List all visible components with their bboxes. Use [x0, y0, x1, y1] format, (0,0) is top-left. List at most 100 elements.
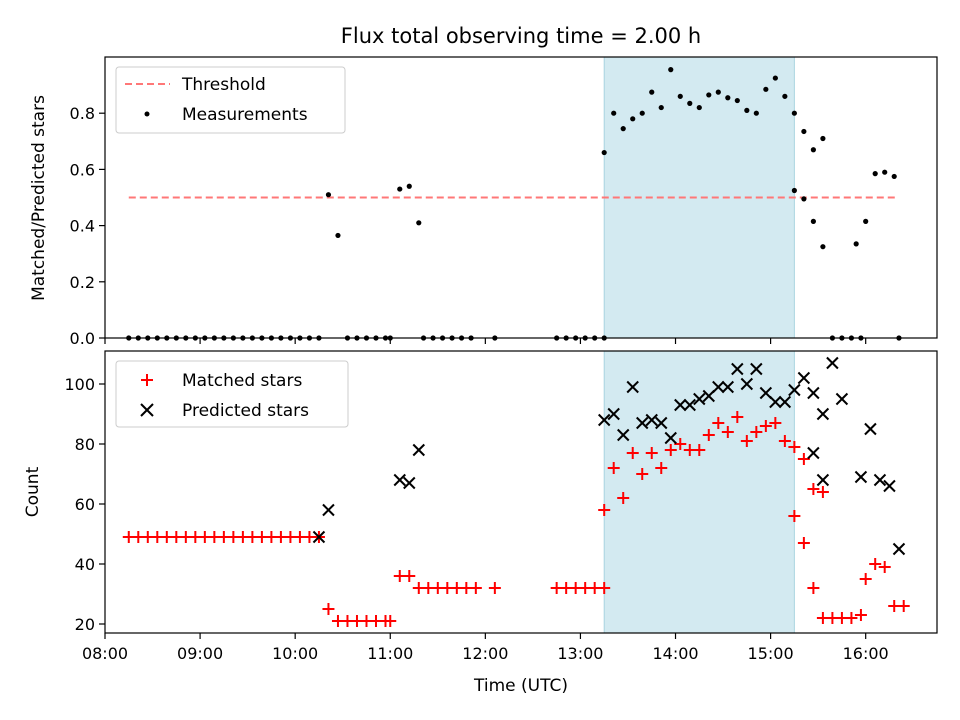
- measurement-point: [810, 218, 816, 224]
- measurement-point: [772, 75, 778, 81]
- predicted-stars-series: [312, 356, 906, 556]
- bottom-legend-frame: [115, 360, 349, 428]
- matched-point: [598, 504, 611, 516]
- bottom-panel: 20 40 60 80 100 08:00 09:00 10:00 11:00 12:00 13:…: [23, 350, 938, 696]
- measurement-point: [416, 220, 422, 226]
- matched-point: [740, 435, 753, 447]
- measurement-point: [891, 173, 897, 180]
- predicted-point: [403, 476, 416, 490]
- predicted-point: [750, 362, 763, 376]
- measurement-point: [639, 110, 645, 116]
- measurements-legend-label: Measurements: [182, 105, 308, 125]
- measurement-point: [620, 126, 626, 132]
- measurement-point: [801, 128, 807, 135]
- matched-point: [384, 615, 397, 627]
- measurement-point: [820, 244, 826, 250]
- chart-title: Flux total observing time = 2.00 h: [341, 24, 701, 48]
- threshold-legend-label: Threshold: [181, 75, 266, 95]
- matched-point: [797, 537, 810, 549]
- matched-stars-series: [122, 411, 910, 627]
- predicted-point: [664, 431, 677, 445]
- matched-point: [769, 417, 782, 429]
- measurement-point: [706, 92, 712, 98]
- top-plot-frame: [104, 56, 938, 339]
- predicted-point: [835, 392, 849, 406]
- matched-point: [816, 486, 829, 498]
- bottom-legend: Matched stars Predicted stars: [115, 360, 349, 428]
- measurement-point: [734, 97, 740, 104]
- x-tick-label: 10:00: [272, 644, 318, 663]
- predicted-point: [883, 479, 896, 493]
- predicted-point: [655, 416, 668, 430]
- predicted-point: [892, 542, 906, 556]
- matched-point: [607, 462, 620, 474]
- predicted-point: [854, 470, 868, 484]
- measurement-point: [791, 110, 797, 116]
- measurements-series: [126, 67, 902, 341]
- predicted-point: [788, 383, 801, 397]
- matched-point: [721, 426, 734, 438]
- predicted-legend-swatch: [140, 403, 154, 417]
- predicted-point: [769, 395, 782, 409]
- predicted-point: [721, 380, 735, 394]
- matched-point: [750, 426, 763, 438]
- matched-point: [598, 582, 611, 594]
- predicted-point: [312, 530, 326, 544]
- measurement-point: [801, 196, 807, 202]
- y-tick-label: 80: [75, 435, 95, 454]
- measurements-legend-swatch: [144, 111, 150, 117]
- measurement-point: [658, 104, 664, 111]
- predicted-point: [617, 428, 630, 442]
- x-tick-label: 08:00: [82, 644, 128, 663]
- matched-point: [655, 462, 668, 474]
- measurement-point: [630, 116, 636, 122]
- predicted-point: [636, 416, 649, 430]
- predicted-point: [607, 407, 620, 421]
- y-tick-label: 0.0: [70, 329, 95, 348]
- top-highlight-span: [603, 56, 795, 339]
- predicted-point: [702, 389, 716, 403]
- y-tick-label: 20: [75, 615, 95, 634]
- matched-point: [778, 435, 791, 447]
- top-x-axis-ticks: [104, 338, 867, 344]
- bottom-plot-frame: [104, 350, 938, 634]
- x-tick-label: 11:00: [367, 644, 413, 663]
- matched-point: [712, 417, 725, 429]
- measurement-point: [668, 67, 674, 73]
- measurement-point: [687, 100, 693, 106]
- measurement-point: [611, 110, 617, 116]
- matched-point: [488, 582, 501, 594]
- matched-point: [674, 438, 687, 450]
- x-tick-label: 14:00: [652, 644, 698, 663]
- matched-legend-label: Matched stars: [182, 371, 302, 391]
- x-tick-label: 13:00: [557, 644, 603, 663]
- matched-point: [693, 444, 706, 456]
- predicted-point: [816, 473, 830, 487]
- predicted-point: [412, 443, 425, 457]
- measurement-point: [853, 241, 859, 247]
- matched-point: [731, 411, 744, 423]
- x-tick-label: 12:00: [462, 644, 508, 663]
- predicted-point: [864, 422, 877, 436]
- y-tick-label: 100: [64, 375, 95, 394]
- matched-point: [636, 468, 649, 480]
- predicted-point: [731, 362, 744, 376]
- measurement-point: [782, 93, 788, 99]
- bottom-y-axis-label: Count: [23, 466, 43, 517]
- measurement-point: [335, 232, 341, 239]
- measurement-point: [872, 171, 878, 177]
- measurement-point: [397, 186, 403, 192]
- measurement-point: [820, 135, 826, 142]
- predicted-point: [597, 413, 611, 427]
- measurement-point: [649, 89, 655, 95]
- x-tick-label: 09:00: [177, 644, 223, 663]
- matched-point: [797, 453, 810, 465]
- matched-point: [869, 558, 882, 570]
- matched-point: [788, 441, 801, 453]
- matched-point: [807, 483, 820, 495]
- measurement-point: [696, 104, 702, 111]
- predicted-point: [626, 380, 639, 394]
- measurement-point: [882, 169, 888, 175]
- y-tick-label: 0.4: [70, 217, 95, 236]
- matched-point: [845, 612, 858, 624]
